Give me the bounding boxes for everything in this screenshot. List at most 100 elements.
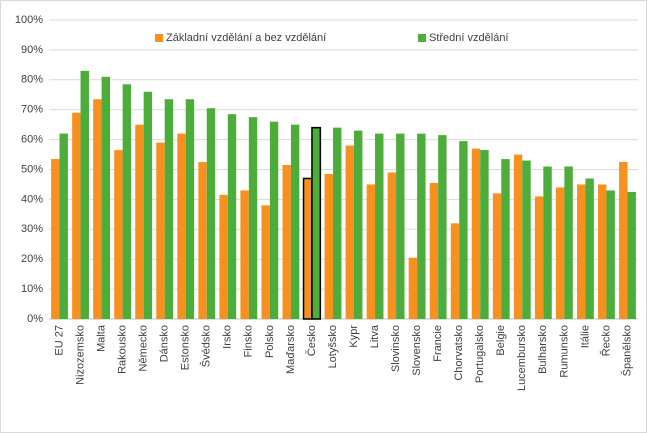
x-tick-label: Rakousko xyxy=(117,325,129,374)
bar xyxy=(459,141,468,319)
bar xyxy=(261,205,270,319)
x-tick-label: Slovensko xyxy=(411,325,423,376)
bar xyxy=(324,173,333,319)
x-tick-label: Malta xyxy=(95,324,107,352)
bar xyxy=(302,177,313,320)
bar xyxy=(585,178,594,319)
bar xyxy=(93,99,102,319)
bar xyxy=(80,70,89,319)
bar xyxy=(72,112,81,319)
x-tick-label: Litva xyxy=(369,324,381,348)
bar xyxy=(555,187,565,319)
x-tick-label: Rumunsko xyxy=(558,325,570,378)
x-tick-label: Slovinsko xyxy=(390,325,402,372)
bar xyxy=(345,145,355,319)
y-tick-label: 10% xyxy=(21,283,43,295)
x-tick-label: Německo xyxy=(138,325,150,371)
bar xyxy=(332,127,342,319)
bar xyxy=(450,223,460,319)
bar xyxy=(198,162,207,319)
y-tick-label: 0% xyxy=(27,313,43,325)
x-tick-label: Lotyšsko xyxy=(327,325,339,368)
bar xyxy=(156,142,165,319)
bar xyxy=(51,159,60,319)
x-tick-label: Francie xyxy=(432,325,444,362)
x-tick-label: Portugalsko xyxy=(474,325,486,383)
bar xyxy=(354,130,363,319)
bar xyxy=(387,172,397,319)
bar xyxy=(282,165,291,319)
bar xyxy=(606,190,615,319)
bar xyxy=(396,133,405,319)
y-tick-label: 30% xyxy=(21,223,43,235)
x-tick-label: Lucembursko xyxy=(516,325,528,391)
bar xyxy=(513,154,523,319)
bar xyxy=(59,133,68,319)
bar xyxy=(522,160,531,319)
x-tick-label: Nizozemsko xyxy=(74,325,86,385)
y-tick-label: 80% xyxy=(21,74,43,86)
bar xyxy=(114,150,123,319)
x-tick-label: Polsko xyxy=(264,325,276,358)
bar xyxy=(429,182,439,319)
x-tick-label: Kypr xyxy=(348,325,360,348)
bar xyxy=(248,117,258,319)
bar xyxy=(185,99,195,319)
legend-swatch xyxy=(418,34,426,42)
bar xyxy=(492,193,502,319)
bar xyxy=(164,99,174,319)
bar xyxy=(619,162,628,319)
y-tick-label: 20% xyxy=(21,253,43,265)
x-tick-label: Švédsko xyxy=(200,325,213,367)
x-tick-label: Španělsko xyxy=(620,325,633,376)
y-tick-label: 100% xyxy=(15,14,43,26)
x-tick-label: Maďarsko xyxy=(285,325,297,374)
bar xyxy=(534,196,544,319)
bar xyxy=(101,76,111,319)
bar xyxy=(311,126,322,320)
bar xyxy=(290,124,300,320)
bar xyxy=(543,166,552,319)
x-tick-label: Dánsko xyxy=(159,325,171,362)
bar xyxy=(227,114,237,319)
x-tick-label: Finsko xyxy=(243,325,255,357)
bar xyxy=(564,166,573,319)
bar xyxy=(122,84,132,319)
bar xyxy=(408,257,418,319)
bar xyxy=(375,133,384,319)
legend-label: Střední vzdělání xyxy=(429,32,509,44)
bar xyxy=(135,124,144,320)
legend-swatch xyxy=(155,34,163,42)
bar xyxy=(438,135,447,319)
y-tick-label: 60% xyxy=(21,134,43,146)
x-tick-label: Bulharsko xyxy=(537,325,549,374)
x-tick-label: Itálie xyxy=(579,325,591,348)
bar xyxy=(206,108,216,319)
bar xyxy=(471,148,481,319)
bar xyxy=(501,159,510,319)
bar xyxy=(269,121,279,319)
bar xyxy=(366,184,376,319)
x-tick-label: Belgie xyxy=(495,325,507,356)
legend-label: Základní vzdělání a bez vzdělání xyxy=(166,32,326,44)
bar xyxy=(598,184,607,319)
x-tick-label: Estonsko xyxy=(180,325,192,370)
x-tick-label: Chorvatsko xyxy=(453,325,465,381)
x-tick-label: Řecko xyxy=(599,325,612,356)
y-tick-label: 50% xyxy=(21,163,43,175)
bar xyxy=(177,133,186,319)
bar xyxy=(627,191,636,319)
x-tick-label: Česko xyxy=(305,325,318,356)
bar xyxy=(143,91,153,319)
x-tick-label: EU 27 xyxy=(53,325,65,356)
bar xyxy=(480,150,489,319)
x-tick-label: Irsko xyxy=(222,325,234,349)
bar xyxy=(417,133,426,319)
bar xyxy=(219,194,228,319)
bar xyxy=(576,184,586,319)
bar xyxy=(240,190,249,319)
y-tick-label: 90% xyxy=(21,44,43,56)
y-tick-label: 70% xyxy=(21,104,43,116)
y-tick-label: 40% xyxy=(21,193,43,205)
